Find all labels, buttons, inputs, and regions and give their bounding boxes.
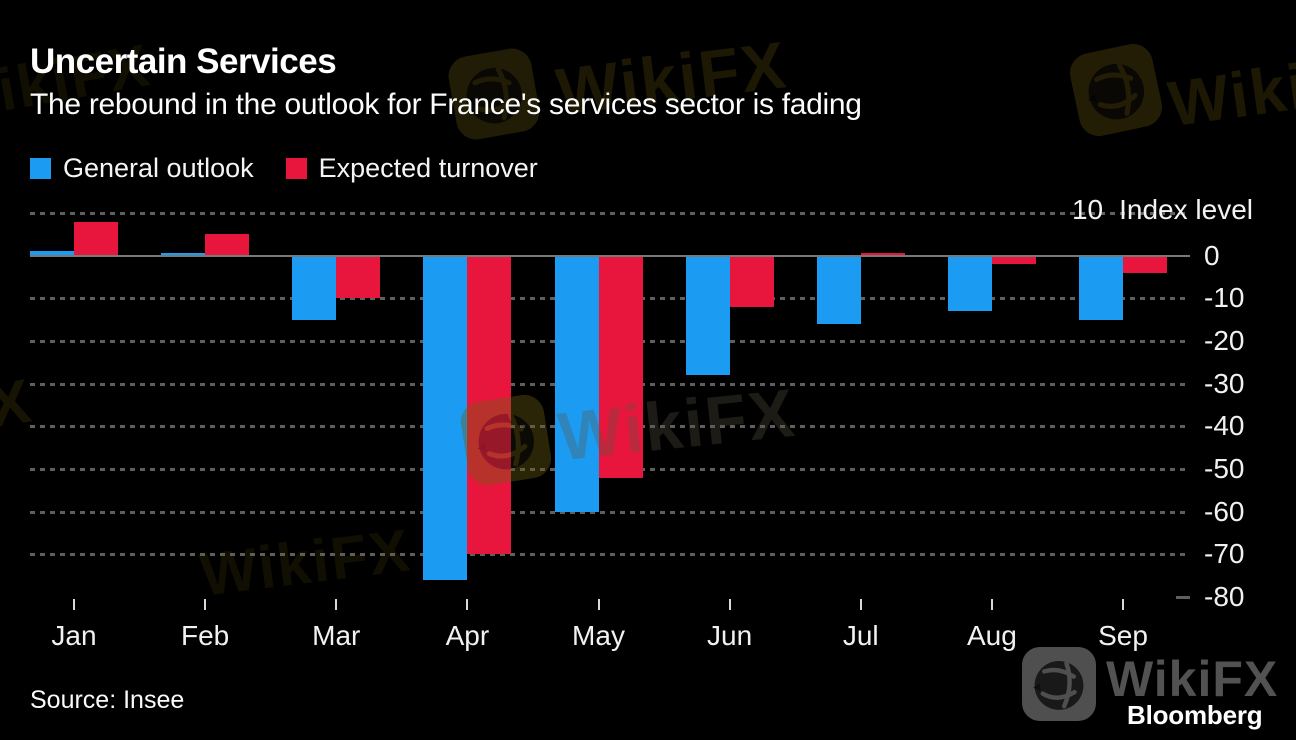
y-tick-label: -10: [1204, 282, 1245, 314]
chart-subtitle: The rebound in the outlook for France's …: [30, 88, 862, 121]
legend-label: General outlook: [63, 153, 254, 183]
x-axis-label-feb: Feb: [181, 620, 230, 651]
x-axis-tick: [204, 599, 207, 610]
chart-title: Uncertain Services: [30, 42, 337, 81]
bar-may-general-outlook: [554, 255, 599, 512]
bar-feb-expected-turnover: [205, 234, 250, 256]
x-axis-tick: [1122, 599, 1124, 610]
legend-label: Expected turnover: [318, 153, 538, 183]
x-axis-label-jan: Jan: [51, 620, 97, 651]
gridline-end-dash: [1176, 596, 1190, 599]
x-axis-tick: [859, 599, 862, 610]
x-axis-label-sep: Sep: [1098, 620, 1148, 651]
y-tick-label: -30: [1204, 367, 1245, 399]
bar-aug-expected-turnover: [991, 255, 1036, 265]
wikifx-watermark-text: WikiFX: [1106, 651, 1279, 707]
legend: General outlook Expected turnover: [30, 153, 538, 184]
wikifx-logo-icon: [1022, 647, 1096, 721]
bar-jan-general-outlook: [30, 251, 74, 256]
legend-item-expected-turnover: Expected turnover: [285, 153, 538, 184]
bar-may-expected-turnover: [598, 255, 643, 478]
bar-feb-general-outlook: [161, 252, 206, 256]
bar-jul-expected-turnover: [860, 252, 905, 256]
x-axis-tick: [466, 599, 469, 610]
zero-baseline: [30, 254, 1190, 257]
y-tick-label: -60: [1204, 495, 1245, 527]
x-axis-label-mar: Mar: [312, 620, 361, 651]
bar-mar-general-outlook: [292, 255, 337, 320]
y-tick-label: -40: [1204, 410, 1245, 442]
bar-apr-expected-turnover: [467, 255, 512, 555]
x-axis-tick: [335, 599, 338, 610]
x-axis-label-may: May: [572, 620, 625, 651]
y-axis-top-tick: 10: [1071, 194, 1104, 225]
x-axis-label-apr: Apr: [445, 620, 490, 651]
legend-swatch-blue: [30, 158, 51, 179]
gridline-dotted: [30, 212, 1190, 215]
bar-sep-general-outlook: [1079, 255, 1123, 320]
x-axis-tick: [73, 599, 75, 610]
x-axis-label-jun: Jun: [707, 620, 753, 651]
bar-jun-general-outlook: [685, 255, 730, 376]
x-axis-tick: [597, 599, 600, 610]
bar-sep-expected-turnover: [1123, 255, 1167, 273]
bar-jun-expected-turnover: [729, 255, 774, 307]
x-axis-label-aug: Aug: [966, 620, 1017, 651]
y-tick-label: 0: [1204, 239, 1220, 271]
x-axis-label-jul: Jul: [842, 620, 879, 651]
y-axis-unit-label: 10 Index level: [1072, 194, 1253, 226]
y-tick-label: -50: [1204, 453, 1245, 484]
y-tick-label: -70: [1204, 538, 1245, 570]
bar-jan-expected-turnover: [74, 221, 118, 256]
bar-jul-general-outlook: [816, 255, 861, 324]
y-tick-label: -80: [1204, 581, 1245, 612]
y-tick-label: -20: [1204, 325, 1245, 356]
x-axis-tick: [990, 599, 993, 610]
legend-swatch-red: [285, 158, 307, 179]
y-axis-unit: Index level: [1119, 194, 1253, 225]
gridline-dotted: [30, 510, 1190, 514]
bar-mar-expected-turnover: [336, 255, 381, 299]
legend-item-general-outlook: General outlook: [30, 153, 254, 184]
bar-apr-general-outlook: [423, 255, 468, 580]
source-note: Source: Insee: [30, 686, 185, 714]
bar-aug-general-outlook: [947, 255, 992, 312]
gridline-dotted: [30, 553, 1190, 557]
bloomberg-logo: Bloomberg: [1127, 700, 1263, 730]
x-axis-tick: [728, 599, 731, 610]
